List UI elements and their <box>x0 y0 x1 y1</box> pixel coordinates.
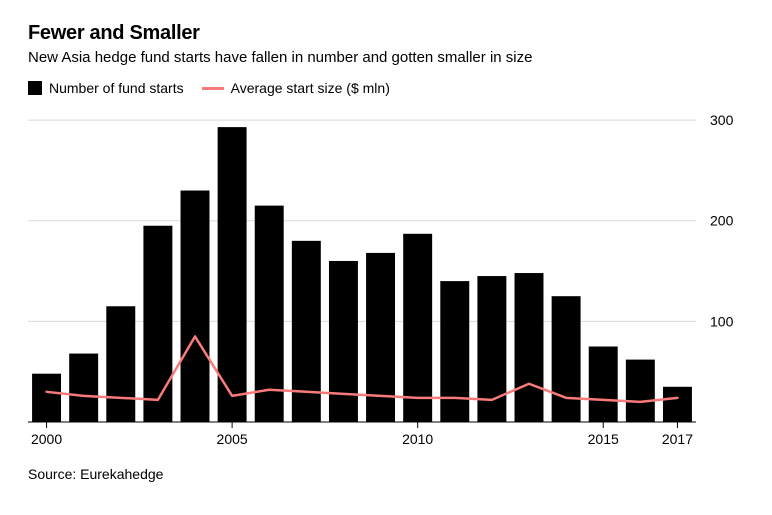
svg-text:2017: 2017 <box>662 431 693 447</box>
bar <box>589 347 618 422</box>
svg-text:2010: 2010 <box>402 431 433 447</box>
bar <box>403 234 432 422</box>
legend-swatch-line <box>202 87 224 90</box>
bar <box>181 191 210 422</box>
legend-item-line: Average start size ($ mln) <box>202 80 390 96</box>
svg-text:100: 100 <box>710 313 734 329</box>
bar <box>663 387 692 422</box>
bar <box>515 273 544 422</box>
bar <box>440 281 469 422</box>
chart-title: Fewer and Smaller <box>28 22 744 45</box>
legend-label-line: Average start size ($ mln) <box>231 80 390 96</box>
svg-text:2000: 2000 <box>31 431 62 447</box>
svg-text:300: 300 <box>710 112 734 128</box>
bar <box>106 306 135 422</box>
bar <box>552 296 581 422</box>
bar <box>626 360 655 422</box>
chart-svg: 100 200 300 2000 2005 2010 2015 2017 <box>28 102 744 452</box>
chart-area: 100 200 300 2000 2005 2010 2015 2017 <box>28 102 744 452</box>
source-line: Source: Eurekahedge <box>28 466 744 482</box>
bar <box>69 354 98 422</box>
legend-label-bars: Number of fund starts <box>49 80 184 96</box>
bar <box>143 226 172 422</box>
svg-text:2005: 2005 <box>217 431 248 447</box>
chart-subtitle: New Asia hedge fund starts have fallen i… <box>28 49 744 66</box>
svg-text:200: 200 <box>710 213 734 229</box>
legend-item-bars: Number of fund starts <box>28 80 184 96</box>
legend: Number of fund starts Average start size… <box>28 80 744 96</box>
legend-swatch-bars <box>28 81 42 95</box>
bar <box>292 241 321 422</box>
svg-text:2015: 2015 <box>588 431 619 447</box>
line-series <box>47 336 678 401</box>
bar <box>329 261 358 422</box>
bar <box>32 374 61 422</box>
